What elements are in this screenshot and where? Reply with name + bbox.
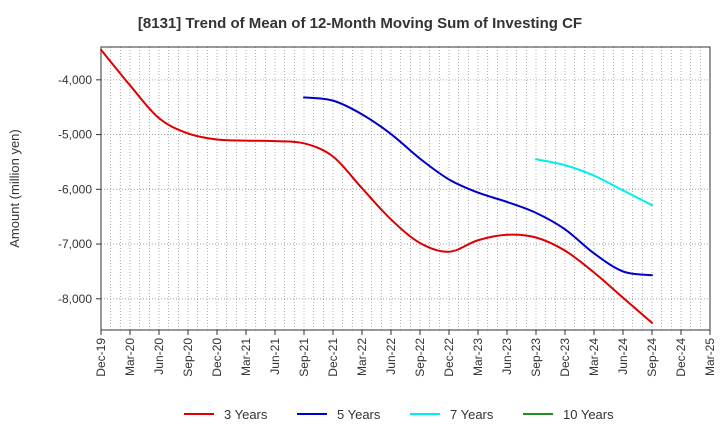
x-tick-label: Sep-24 — [645, 338, 659, 377]
y-tick-label: -7,000 — [58, 237, 92, 251]
series-line-5-years — [303, 96, 653, 277]
series-layer — [100, 48, 653, 324]
x-tick-label: Mar-20 — [123, 338, 137, 376]
x-tick-label: Mar-21 — [239, 338, 253, 376]
y-tick-label: -5,000 — [58, 128, 92, 142]
x-tick-label: Dec-24 — [674, 338, 688, 377]
x-tick-label: Mar-25 — [703, 338, 717, 376]
x-tick-label: Sep-20 — [181, 338, 195, 377]
x-tick-label: Jun-23 — [500, 338, 514, 375]
series-line-3-years — [100, 48, 653, 324]
x-tick-label: Dec-21 — [326, 338, 340, 377]
x-tick-label: Jun-22 — [384, 338, 398, 375]
plot-frame — [100, 46, 711, 331]
y-axis-ticks: -4,000 -5,000 -6,000 -7,000 -8,000 — [58, 73, 101, 306]
legend-label-5-years: 5 Years — [337, 407, 381, 422]
x-tick-label: Mar-23 — [471, 338, 485, 376]
y-tick-label: -4,000 — [58, 73, 92, 87]
x-axis-ticks: Dec-19 Mar-20 Jun-20 Sep-20 Dec-20 Mar-21 Jun-… — [94, 330, 717, 377]
x-tick-label: Sep-22 — [413, 338, 427, 377]
series-line-7-years — [535, 158, 653, 207]
x-tick-label: Dec-19 — [94, 338, 108, 377]
chart-title: [8131] Trend of Mean of 12-Month Moving … — [137, 15, 583, 32]
plot-border — [100, 46, 711, 331]
legend: 3 Years 5 Years 7 Years 10 Years — [184, 407, 614, 422]
legend-label-7-years: 7 Years — [450, 407, 494, 422]
x-tick-label: Dec-20 — [210, 338, 224, 377]
plot-background — [101, 47, 710, 330]
x-tick-label: Dec-22 — [442, 338, 456, 377]
y-tick-label: -8,000 — [58, 292, 92, 306]
x-tick-label: Mar-24 — [587, 338, 601, 376]
x-tick-label: Jun-21 — [268, 338, 282, 375]
y-axis-label: Amount (million yen) — [7, 129, 22, 248]
legend-label-3-years: 3 Years — [224, 407, 268, 422]
x-tick-label: Sep-21 — [297, 338, 311, 377]
legend-label-10-years: 10 Years — [563, 407, 614, 422]
x-tick-label: Dec-23 — [558, 338, 572, 377]
x-tick-label: Sep-23 — [529, 338, 543, 377]
x-tick-label: Mar-22 — [355, 338, 369, 376]
x-tick-label: Jun-24 — [616, 338, 630, 375]
y-tick-label: -6,000 — [58, 182, 92, 196]
x-tick-label: Jun-20 — [152, 338, 166, 375]
